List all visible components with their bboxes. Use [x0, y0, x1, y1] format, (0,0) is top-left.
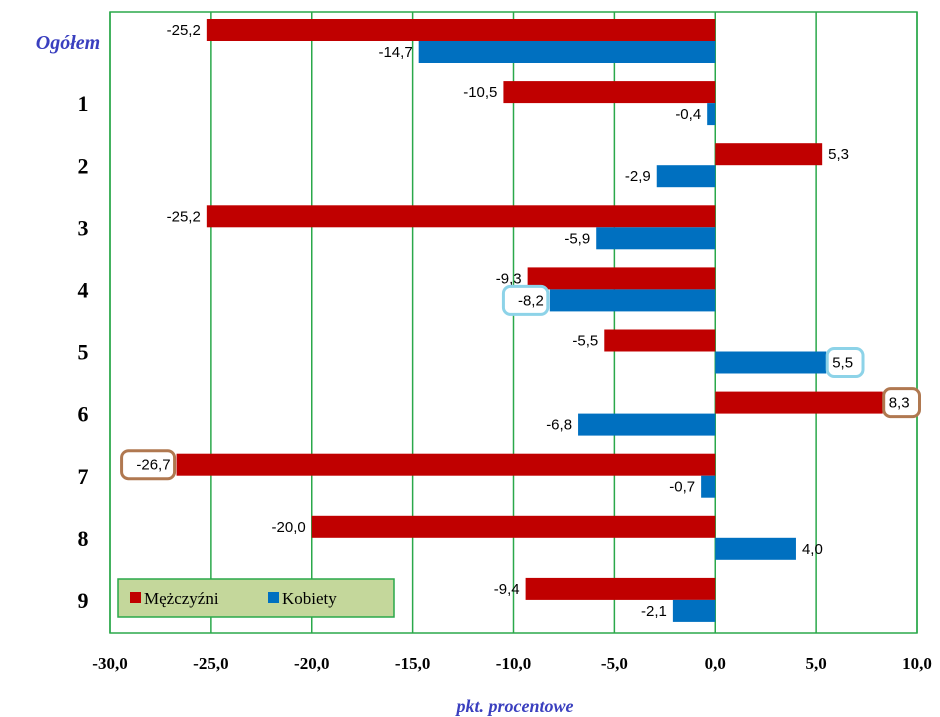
x-tick-label: 10,0 [902, 654, 932, 673]
bar-women [672, 599, 716, 622]
data-label: -8,2 [518, 292, 544, 309]
bar-women [549, 289, 716, 312]
highlight-box [501, 284, 550, 316]
category-label: 8 [78, 526, 89, 551]
data-label: -2,9 [625, 168, 651, 185]
data-label: -9,3 [496, 270, 522, 287]
data-label: -26,7 [136, 457, 170, 474]
bar-women [418, 41, 716, 63]
data-label: -2,1 [641, 603, 667, 620]
category-label: 4 [78, 277, 89, 302]
x-tick-label: -5,0 [601, 654, 628, 673]
x-tick-label: -30,0 [92, 654, 127, 673]
bar-women [578, 413, 716, 436]
data-label: -20,0 [272, 519, 306, 536]
highlight-box [825, 347, 865, 378]
bars [176, 19, 883, 622]
legend-label: Kobiety [282, 589, 337, 608]
bar-men [527, 267, 716, 290]
bar-women [596, 227, 716, 250]
data-label: -25,2 [167, 22, 201, 39]
highlight-box [120, 449, 177, 481]
bar-women [656, 165, 716, 188]
data-label: 5,5 [832, 355, 853, 372]
bar-women [707, 103, 716, 126]
data-label: -9,4 [494, 581, 520, 598]
bar-women [715, 537, 796, 560]
category-label: 5 [78, 340, 89, 365]
category-labels: Ogółem 1 2 3 4 5 6 7 8 9 [36, 32, 100, 613]
x-tick-label: 5,0 [806, 654, 827, 673]
category-label: 3 [78, 215, 89, 240]
x-tick-label: 0,0 [705, 654, 726, 673]
x-tick-label: -10,0 [496, 654, 531, 673]
data-label: -6,8 [546, 417, 572, 434]
category-label: 7 [78, 464, 89, 489]
bar-men [206, 205, 716, 228]
data-label: -0,4 [675, 106, 701, 123]
data-label: 5,3 [828, 146, 849, 163]
bar-men [311, 515, 716, 538]
bar-women [715, 351, 827, 374]
plot-border [109, 11, 918, 634]
data-label: 4,0 [802, 541, 823, 558]
bar-women [701, 475, 716, 498]
data-label: -25,2 [167, 208, 201, 225]
legend-box [117, 578, 395, 618]
legend-label: Mężczyźni [144, 589, 219, 608]
data-label: -0,7 [669, 479, 695, 496]
bar-men [715, 391, 883, 414]
x-tick-labels: -30,0 -25,0 -20,0 -15,0 -10,0 -5,0 0,0 5,0 10,0 [92, 654, 932, 673]
bar-men [715, 143, 823, 166]
bar-men [604, 329, 716, 352]
data-label: -14,7 [378, 44, 412, 61]
category-label: 2 [78, 153, 89, 178]
category-label: 6 [78, 402, 89, 427]
data-label: 8,3 [889, 395, 910, 412]
data-labels: -25,2 -10,5 5,3 -25,2 -9,3 -5,5 8,3 -26,7 -20,0 -… [120, 22, 922, 620]
category-label: 1 [78, 91, 89, 116]
legend-swatch [130, 592, 141, 603]
bar-men [176, 453, 716, 476]
data-label: -5,9 [564, 230, 590, 247]
category-label: Ogółem [36, 32, 100, 54]
highlight-box [882, 387, 922, 419]
x-tick-label: -15,0 [395, 654, 430, 673]
bar-men [206, 19, 716, 41]
data-label: -5,5 [572, 333, 598, 350]
bar-men [503, 81, 716, 104]
x-tick-label: -25,0 [193, 654, 228, 673]
legend: Mężczyźni Kobiety [117, 578, 395, 618]
data-label: -10,5 [463, 84, 497, 101]
legend-swatch [268, 592, 279, 603]
x-axis-title: pkt. procentowe [455, 696, 574, 716]
bar-men [525, 577, 716, 600]
x-tick-label: -20,0 [294, 654, 329, 673]
category-label: 9 [78, 588, 89, 613]
